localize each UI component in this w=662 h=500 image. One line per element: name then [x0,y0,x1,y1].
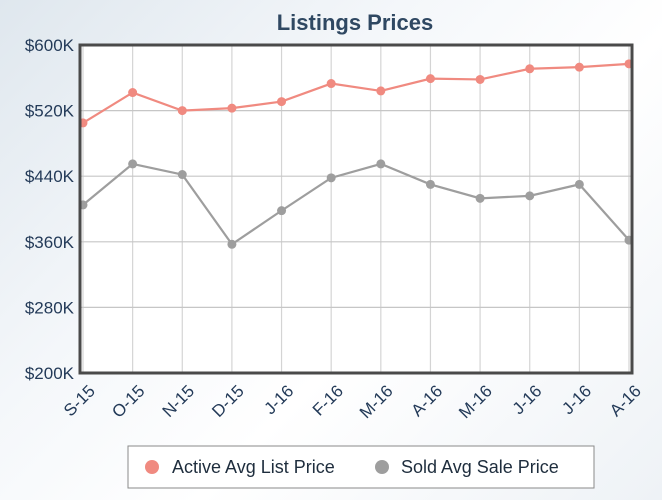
data-point-series-1 [376,86,386,96]
data-point-series-1 [574,62,584,72]
y-tick-label: $440K [25,167,75,186]
legend-box [127,445,595,489]
data-point-series-2 [376,159,386,169]
plot-frame [78,43,634,375]
y-tick-label: $600K [25,36,75,55]
legend-marker-2 [375,460,389,474]
data-point-series-2 [277,206,287,216]
data-point-series-1 [525,64,535,74]
x-tick-label: S-15 [60,381,99,420]
legend-label-2: Sold Avg Sale Price [401,457,559,477]
series-line-2 [82,162,630,246]
y-axis: $200K $280K $360K $440K $520K $600K [25,36,75,383]
data-point-series-1 [277,97,287,107]
x-axis: S-15 O-15 N-15 D-15 J-16 F-16 M-16 A-16 M-16 J-16… [60,381,645,422]
y-tick-label: $360K [25,233,75,252]
data-point-series-1 [425,74,435,84]
data-point-series-2 [227,239,237,249]
y-tick-label: $520K [25,102,75,121]
x-tick-label: N-15 [159,381,198,420]
data-point-series-1 [177,106,187,116]
x-tick-label: A-16 [606,381,645,420]
data-point-series-2 [475,193,485,203]
data-point-series-2 [326,173,336,183]
legend: Active Avg List Price Sold Avg Sale Price [127,445,595,489]
x-tick-label: M-16 [356,381,397,422]
chart-title: Listings Prices [277,10,434,35]
data-point-series-2 [525,191,535,201]
y-tick-label: $200K [25,364,75,383]
data-point-series-1 [128,88,138,98]
data-point-series-2 [574,179,584,189]
x-tick-label: A-16 [407,381,446,420]
y-tick-label: $280K [25,298,75,317]
x-tick-label: F-16 [309,381,347,419]
x-tick-label: M-16 [455,381,496,422]
data-point-series-1 [475,74,485,84]
data-point-series-1 [227,103,237,113]
x-tick-label: J-16 [261,381,298,418]
legend-label-1: Active Avg List Price [172,457,335,477]
x-tick-label: D-15 [208,381,247,420]
x-tick-label: J-16 [558,381,595,418]
data-point-series-2 [425,179,435,189]
series-line-1 [82,62,630,124]
legend-marker-1 [145,460,159,474]
data-point-series-2 [128,159,138,169]
x-tick-label: O-15 [108,381,148,421]
plot-area [80,45,632,373]
data-point-series-1 [326,79,336,89]
data-point-series-2 [177,170,187,180]
x-tick-label: J-16 [509,381,546,418]
